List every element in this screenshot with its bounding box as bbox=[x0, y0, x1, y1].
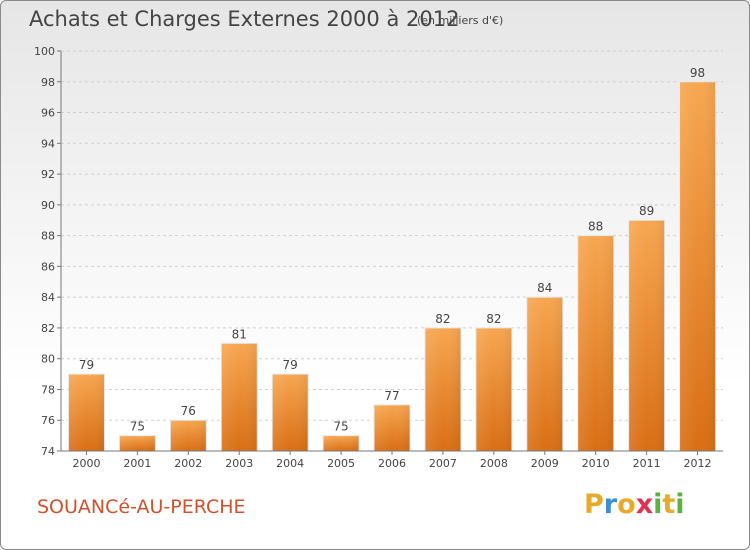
y-tick-label: 82 bbox=[41, 322, 55, 335]
x-tick-label: 2012 bbox=[684, 457, 712, 470]
bar-value-label: 75 bbox=[333, 420, 348, 434]
x-tick-label: 2004 bbox=[276, 457, 304, 470]
x-tick-label: 2009 bbox=[531, 457, 559, 470]
bar-sheen bbox=[526, 297, 563, 451]
bar-sheen bbox=[679, 81, 716, 452]
bar-value-label: 76 bbox=[181, 404, 196, 418]
bar-value-label: 88 bbox=[588, 220, 603, 234]
y-tick-label: 88 bbox=[41, 230, 55, 243]
bar-sheen bbox=[170, 420, 207, 451]
bar-sheen bbox=[68, 374, 105, 451]
y-tick-label: 74 bbox=[41, 445, 55, 458]
bar-sheen bbox=[374, 404, 410, 451]
commune-name: SOUANCé-AU-PERCHE bbox=[37, 496, 246, 518]
x-tick-label: 2005 bbox=[327, 457, 355, 470]
proxiti-logo: Proxiti bbox=[584, 489, 685, 520]
x-tick-label: 2003 bbox=[225, 457, 253, 470]
x-tick-label: 2001 bbox=[123, 457, 151, 470]
logo-letter: i bbox=[653, 489, 663, 520]
bar-value-label: 79 bbox=[283, 358, 298, 372]
x-tick-label: 2006 bbox=[378, 457, 406, 470]
bar-sheen bbox=[272, 374, 309, 451]
bar-value-label: 82 bbox=[486, 312, 501, 326]
bar-value-label: 77 bbox=[384, 389, 399, 403]
bar-value-label: 84 bbox=[537, 281, 552, 295]
bar-sheen bbox=[424, 327, 461, 451]
x-tick-label: 2002 bbox=[174, 457, 202, 470]
bar-sheen bbox=[119, 435, 156, 451]
bar-value-label: 81 bbox=[232, 327, 247, 341]
y-tick-label: 78 bbox=[41, 383, 55, 396]
logo-letter: x bbox=[635, 489, 654, 520]
y-tick-label: 94 bbox=[41, 137, 55, 150]
logo-letter: t bbox=[662, 489, 676, 520]
chart-title: Achats et Charges Externes 2000 à 2012 bbox=[29, 7, 460, 31]
bar-sheen bbox=[323, 435, 360, 451]
bar-value-label: 79 bbox=[79, 358, 94, 372]
bar-sheen bbox=[577, 235, 614, 451]
logo-letter: r bbox=[603, 489, 618, 520]
y-tick-label: 98 bbox=[41, 76, 55, 89]
bar-sheen bbox=[628, 220, 665, 451]
x-tick-label: 2010 bbox=[582, 457, 610, 470]
y-tick-label: 86 bbox=[41, 260, 55, 273]
logo-letter: o bbox=[617, 489, 636, 520]
y-tick-label: 96 bbox=[41, 107, 55, 120]
y-tick-label: 80 bbox=[41, 353, 55, 366]
bar-sheen bbox=[221, 343, 258, 451]
logo-letter: i bbox=[675, 489, 685, 520]
chart-unit: (en milliers d'€) bbox=[417, 14, 504, 27]
y-tick-label: 76 bbox=[41, 414, 55, 427]
bar-value-label: 75 bbox=[130, 420, 145, 434]
x-tick-label: 2008 bbox=[480, 457, 508, 470]
x-tick-label: 2007 bbox=[429, 457, 457, 470]
logo-letter: P bbox=[584, 489, 604, 520]
bar-sheen bbox=[475, 327, 512, 451]
x-tick-label: 2000 bbox=[72, 457, 100, 470]
bar-value-label: 98 bbox=[690, 66, 705, 80]
y-tick-label: 92 bbox=[41, 168, 55, 181]
bar-value-label: 82 bbox=[435, 312, 450, 326]
x-tick-label: 2011 bbox=[633, 457, 661, 470]
y-tick-label: 90 bbox=[41, 199, 55, 212]
bar-value-label: 89 bbox=[639, 204, 654, 218]
y-tick-label: 84 bbox=[41, 291, 55, 304]
y-tick-label: 100 bbox=[34, 45, 55, 58]
